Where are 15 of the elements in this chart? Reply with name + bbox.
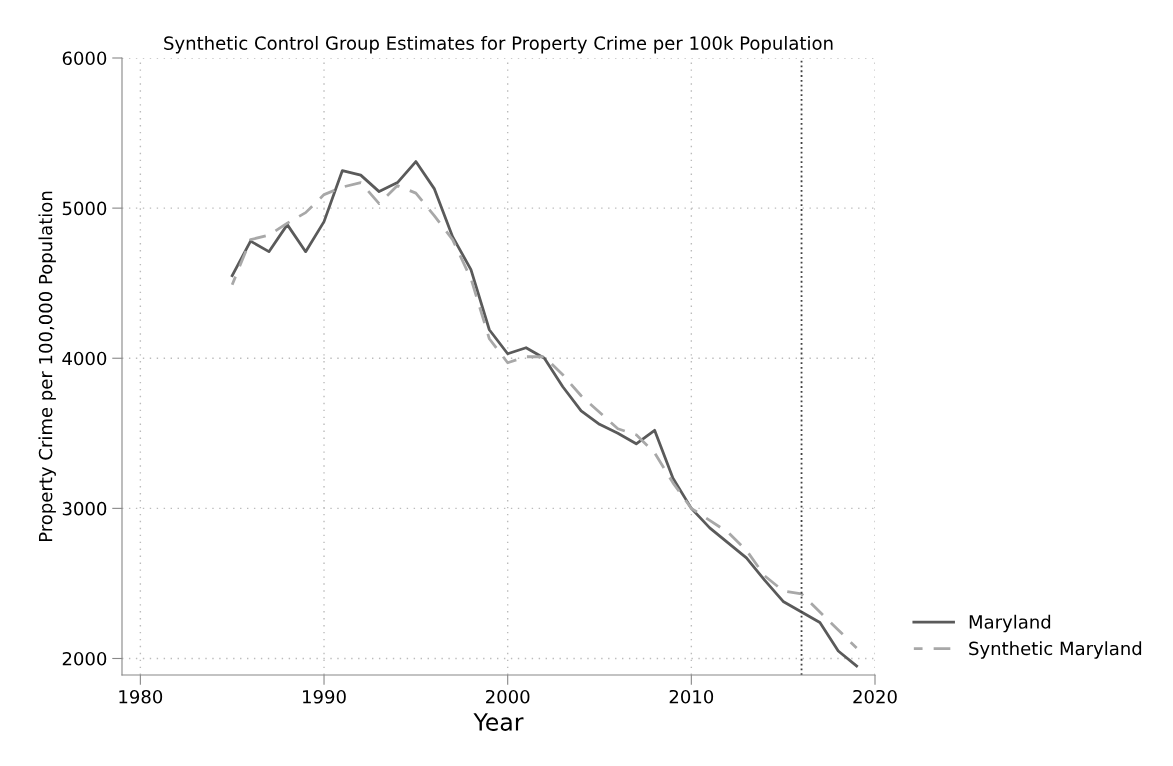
chart-title: Synthetic Control Group Estimates for Property Crime per 100k Population [164,35,833,54]
x-tick-label: 2010 [669,689,714,704]
x-tick-label: 2000 [486,689,530,704]
x-axis-title: Year [473,713,524,731]
y-tick-label: 4000 [62,351,107,366]
y-tick-label: 2000 [62,651,107,666]
legend-label: Maryland [969,614,1051,633]
legend-label: Synthetic Maryland [969,641,1142,659]
y-tick-label: 6000 [62,51,107,66]
x-tick-label: 1980 [119,689,163,704]
y-tick-label: 5000 [62,201,107,216]
y-tick-label: 3000 [62,501,107,516]
x-tick-label: 1990 [303,689,346,704]
x-tick-label: 2020 [853,689,897,704]
y-axis-title: Property Crime per 100,000 Population [38,191,56,542]
